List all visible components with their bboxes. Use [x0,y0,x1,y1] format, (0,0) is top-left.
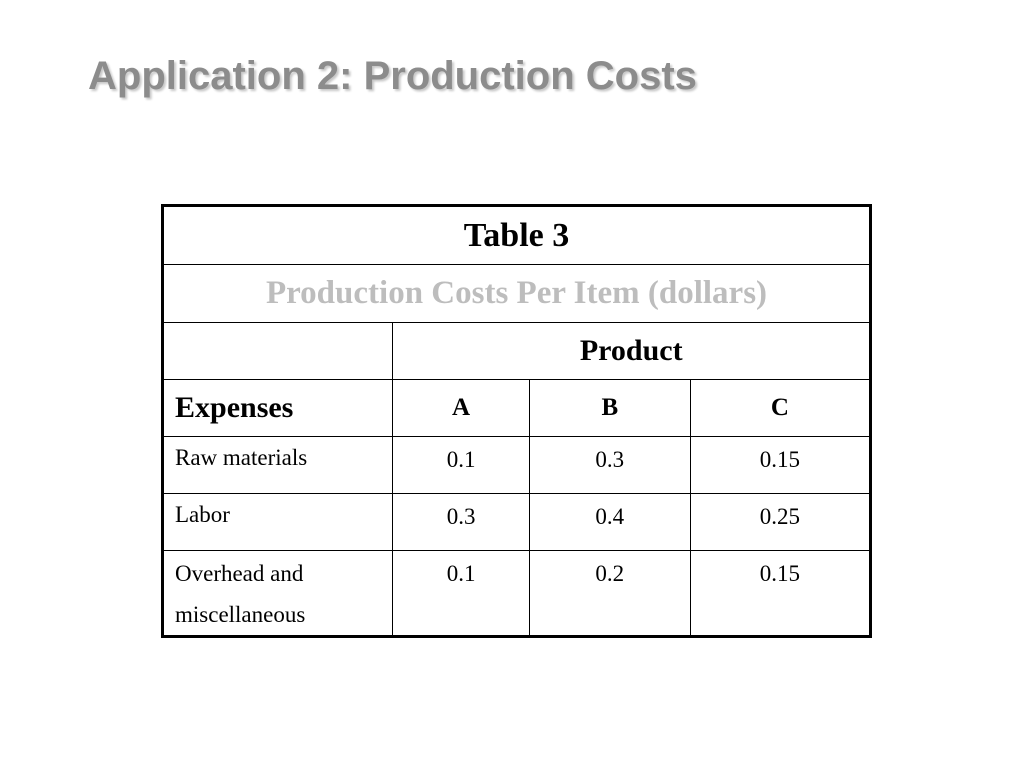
table-caption: Table 3 [162,205,871,265]
table-subtitle-row: Production Costs Per Item (dollars) [162,264,871,323]
expenses-header: Expenses [161,379,394,437]
cost-value: 0.15 [689,436,872,494]
expense-name: Raw materials [161,436,394,494]
column-header-a: A [392,379,530,437]
empty-corner-cell [161,322,394,380]
column-header-row: Expenses A B C [161,379,872,437]
cost-value: 0.3 [528,436,691,494]
column-header-b: B [528,379,691,437]
product-group-header: Product [392,322,871,380]
cost-value: 0.1 [392,550,530,637]
cost-value: 0.25 [689,493,872,551]
table-row: Raw materials 0.1 0.3 0.15 [161,436,872,494]
product-group-row: Product [161,322,871,380]
cost-value: 0.1 [392,436,530,494]
cost-value: 0.2 [528,550,691,637]
slide-title: Application 2: Production Costs [88,54,697,98]
expense-name: Labor [161,493,394,551]
table-caption-row: Table 3 [162,205,871,265]
table-row: Labor 0.3 0.4 0.25 [161,493,872,551]
production-costs-table: Table 3 Production Costs Per Item (dolla… [161,204,872,638]
cost-value: 0.3 [392,493,530,551]
expense-name: Overhead and miscellaneous [161,550,394,637]
table-subtitle: Production Costs Per Item (dollars) [162,264,871,323]
cost-value: 0.4 [528,493,691,551]
cost-value: 0.15 [689,550,872,637]
column-header-c: C [689,379,872,437]
table-row: Overhead and miscellaneous 0.1 0.2 0.15 [161,550,872,637]
